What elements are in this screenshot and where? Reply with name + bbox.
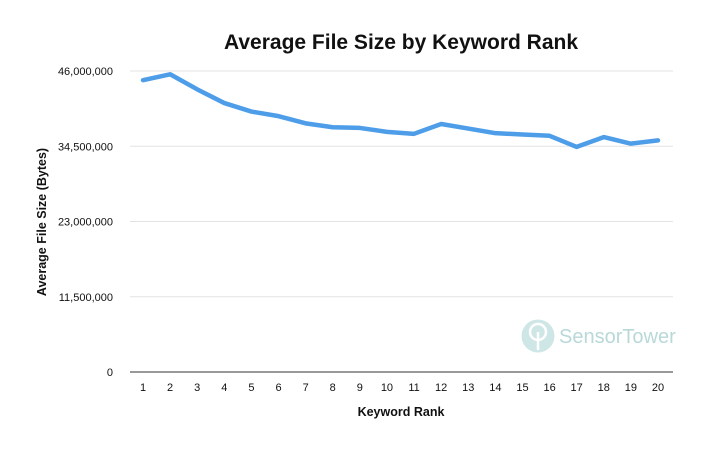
x-tick-label: 11: [408, 382, 419, 394]
x-tick-label: 2: [167, 382, 173, 394]
y-tick-label: 11,500,000: [59, 292, 113, 304]
x-tick-label: 5: [248, 382, 254, 394]
x-tick-label: 15: [516, 382, 528, 394]
x-tick-label: 19: [625, 382, 637, 394]
x-tick-label: 13: [462, 382, 474, 394]
y-axis-ticks: 0 11,500,000 23,000,000 34,500,000 46,000,00…: [58, 66, 113, 379]
y-tick-label: 0: [107, 367, 113, 379]
x-tick-label: 16: [543, 382, 555, 394]
y-tick-label: 34,500,000: [58, 141, 113, 153]
x-tick-label: 9: [357, 382, 363, 394]
watermark-text: SensorTower: [559, 326, 676, 348]
x-tick-label: 6: [275, 382, 281, 394]
x-tick-label: 14: [489, 382, 501, 394]
chart-title: Average File Size by Keyword Rank: [224, 31, 578, 54]
series-line: [140, 72, 661, 150]
x-tick-label: 8: [330, 382, 336, 394]
sensortower-watermark: SensorTower: [521, 319, 676, 353]
x-tick-label: 18: [598, 382, 610, 394]
sensortower-logo-icon: [521, 319, 555, 353]
x-tick-label: 4: [221, 382, 227, 394]
x-tick-label: 20: [652, 382, 664, 394]
y-tick-label: 46,000,000: [58, 66, 113, 78]
x-axis-label: Keyword Rank: [358, 405, 445, 419]
x-tick-label: 7: [303, 382, 309, 394]
x-axis-ticks: 1 2 3 4 5 6 7 8 9 10 11 12 13 14 15 16 17 18 19 20: [140, 382, 664, 394]
x-tick-label: 1: [140, 382, 146, 394]
x-tick-label: 10: [381, 382, 393, 394]
x-tick-label: 17: [571, 382, 583, 394]
x-tick-label: 3: [194, 382, 200, 394]
y-tick-label: 23,000,000: [58, 217, 113, 229]
grid-lines: [130, 70, 673, 298]
x-tick-label: 12: [435, 382, 447, 394]
y-axis-label: Average File Size (Bytes): [35, 148, 49, 296]
